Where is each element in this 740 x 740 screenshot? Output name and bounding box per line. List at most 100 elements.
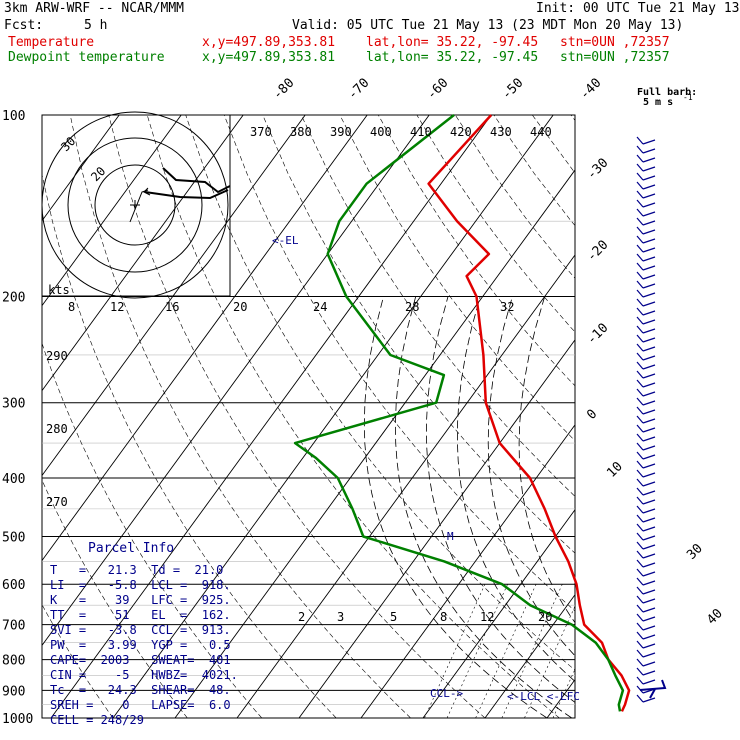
theta-left-label: 280 <box>46 422 68 436</box>
mixing-ratio-label: 8 <box>68 300 75 314</box>
wind-barb <box>636 640 644 649</box>
mixing-ratio-low-label: 20 <box>538 610 552 624</box>
dry-adiabat <box>108 115 486 718</box>
sounding-lines <box>293 114 631 712</box>
pressure-label-300: 300 <box>2 397 25 412</box>
parcel-row: K = 39 LFC = 925. <box>50 593 231 607</box>
wind-barb <box>642 265 656 271</box>
moist-adiabat <box>394 296 573 718</box>
surface-wind-barb <box>639 679 667 699</box>
wind-barb <box>636 316 644 325</box>
wind-barb <box>636 667 644 676</box>
barb-legend-line1: Full barb: <box>637 87 697 98</box>
temp-axis-label: 0 <box>584 407 600 423</box>
temperature-xy: x,y=497.89,353.81 <box>202 35 336 50</box>
wind-barb <box>642 409 656 415</box>
wind-barb <box>636 649 644 658</box>
isotherm <box>42 115 306 477</box>
wind-barb <box>642 535 656 541</box>
wind-barb <box>642 247 656 253</box>
wind-barb <box>642 580 656 586</box>
theta-label: 430 <box>490 125 512 139</box>
wind-barb <box>636 577 644 586</box>
wind-barb <box>636 343 644 352</box>
wind-barb <box>636 460 644 469</box>
parcel-info-panel: Parcel Info T = 21.3 Td = 21.0LI = -5.8 … <box>50 541 238 727</box>
wind-barb <box>636 442 644 451</box>
wind-barb <box>642 607 656 613</box>
wind-barb <box>636 613 644 622</box>
dry-adiabat <box>69 115 411 718</box>
mixing-ratio-label: 16 <box>165 300 179 314</box>
wind-barb <box>636 505 644 514</box>
theta-label: 370 <box>250 125 272 139</box>
wind-barb <box>642 166 656 172</box>
wind-barb <box>636 199 644 208</box>
valid-time: Valid: 05 UTC Tue 21 May 13 (23 MDT Mon … <box>292 18 684 33</box>
wind-barb <box>642 310 656 316</box>
dry-adiabat <box>493 115 575 227</box>
wind-barb <box>642 553 656 559</box>
temp-axis-label: -50 <box>499 76 526 103</box>
wind-barb <box>636 559 644 568</box>
theta-label: 420 <box>450 125 472 139</box>
wind-barb <box>642 544 656 550</box>
wind-barb <box>642 346 656 352</box>
pressure-label-600: 600 <box>2 578 25 593</box>
hodograph-ring-label-20: 20 <box>88 164 108 184</box>
dry-adiabat <box>42 604 114 718</box>
wind-barb <box>642 229 656 235</box>
wind-barb <box>636 469 644 478</box>
forecast-label: Fcst: <box>4 18 44 33</box>
wind-barb <box>636 586 644 595</box>
temp-axis-label: -30 <box>584 156 611 183</box>
dry-adiabat <box>686 115 740 718</box>
wind-barb <box>642 220 656 226</box>
wind-barb <box>642 679 656 685</box>
hodograph-storm-vector <box>129 189 149 223</box>
moist-adiabat <box>487 296 575 657</box>
wind-barb <box>636 352 644 361</box>
mixing-ratio-low-label: 2 <box>298 610 305 624</box>
wind-barb <box>636 334 644 343</box>
temp-axis-label: -60 <box>424 76 451 103</box>
wind-barb <box>636 298 644 307</box>
dry-adiabat <box>532 115 575 174</box>
temp-axis-label: 40 <box>704 606 726 628</box>
wind-barb <box>636 154 644 163</box>
mixing-ratio-label: 20 <box>233 300 247 314</box>
wind-barb <box>636 532 644 541</box>
wind-barb <box>636 325 644 334</box>
theta-left-label: 290 <box>46 349 68 363</box>
wind-barb <box>636 262 644 271</box>
isotherm <box>42 115 120 222</box>
parcel-row: PW = 3.99 YGP = 0.5 <box>50 638 231 652</box>
isotherm <box>50 115 492 718</box>
wind-barb <box>642 373 656 379</box>
wind-barb <box>636 397 644 406</box>
tropopause-marker: M <box>447 530 454 543</box>
wind-barb <box>636 487 644 496</box>
wind-barb <box>636 550 644 559</box>
pressure-label-700: 700 <box>2 619 25 634</box>
wind-barb <box>642 508 656 514</box>
isotherm <box>42 115 368 562</box>
lcl-lfc-marker: <-LCL <-LFC <box>507 690 580 703</box>
dry-adiabat <box>609 115 740 718</box>
wind-barb <box>642 175 656 181</box>
temp-axis-label: -70 <box>345 76 372 103</box>
wind-barb <box>636 181 644 190</box>
parcel-row: TT = 51 EL = 162. <box>50 608 231 622</box>
wind-barb <box>642 571 656 577</box>
wind-barb <box>642 562 656 568</box>
isotherm <box>174 169 575 718</box>
wind-barb <box>642 634 656 640</box>
wind-barb <box>636 253 644 262</box>
wind-barb <box>642 301 656 307</box>
dry-adiabat <box>42 173 337 718</box>
dewpoint-station: stn=0UN ,72357 <box>560 50 670 65</box>
dry-adiabat <box>648 115 740 718</box>
dry-adiabat <box>378 115 575 387</box>
moist-adiabat <box>456 296 575 682</box>
wind-barb <box>636 307 644 316</box>
